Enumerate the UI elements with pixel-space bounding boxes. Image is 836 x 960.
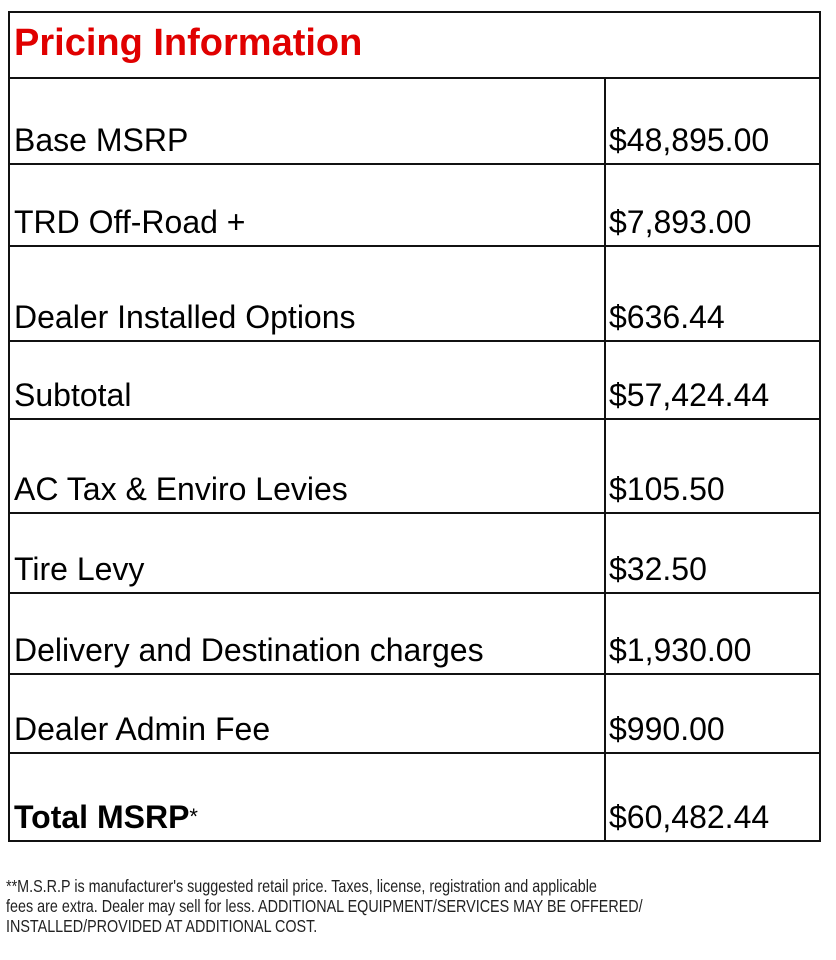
row-value: $636.44 <box>604 245 821 342</box>
table-row: Subtotal $57,424.44 <box>8 340 821 420</box>
row-label: TRD Off-Road + <box>8 163 606 247</box>
row-value: $1,930.00 <box>604 592 821 675</box>
footnote: **M.S.R.P is manufacturer's suggested re… <box>6 876 826 936</box>
row-value: $7,893.00 <box>604 163 821 247</box>
total-asterisk: * <box>189 804 198 829</box>
table-row: Base MSRP $48,895.00 <box>8 77 821 165</box>
row-value: $57,424.44 <box>604 340 821 420</box>
row-value: $48,895.00 <box>604 77 821 165</box>
footnote-line: INSTALLED/PROVIDED AT ADDITIONAL COST. <box>6 916 318 936</box>
row-value: $990.00 <box>604 673 821 754</box>
table-row: TRD Off-Road + $7,893.00 <box>8 163 821 247</box>
table-row: Dealer Installed Options $636.44 <box>8 245 821 342</box>
title-row: Pricing Information <box>8 11 821 79</box>
row-value: $32.50 <box>604 512 821 594</box>
row-label: Dealer Installed Options <box>8 245 606 342</box>
table-row: AC Tax & Enviro Levies $105.50 <box>8 418 821 514</box>
row-label: Subtotal <box>8 340 606 420</box>
total-value: $60,482.44 <box>604 752 821 842</box>
row-label: Delivery and Destination charges <box>8 592 606 675</box>
table-row: Tire Levy $32.50 <box>8 512 821 594</box>
row-label: Tire Levy <box>8 512 606 594</box>
footnote-line: fees are extra. Dealer may sell for less… <box>6 896 643 916</box>
total-label-cell: Total MSRP* <box>8 752 606 842</box>
row-value: $105.50 <box>604 418 821 514</box>
row-label: Dealer Admin Fee <box>8 673 606 754</box>
table-row: Delivery and Destination charges $1,930.… <box>8 592 821 675</box>
pricing-table: Pricing Information Base MSRP $48,895.00… <box>8 11 821 842</box>
footnote-line: **M.S.R.P is manufacturer's suggested re… <box>6 876 597 896</box>
table-title: Pricing Information <box>8 11 821 79</box>
row-label: Base MSRP <box>8 77 606 165</box>
table-row: Dealer Admin Fee $990.00 <box>8 673 821 754</box>
row-label: AC Tax & Enviro Levies <box>8 418 606 514</box>
total-label: Total MSRP <box>14 799 190 835</box>
total-row: Total MSRP* $60,482.44 <box>8 752 821 842</box>
